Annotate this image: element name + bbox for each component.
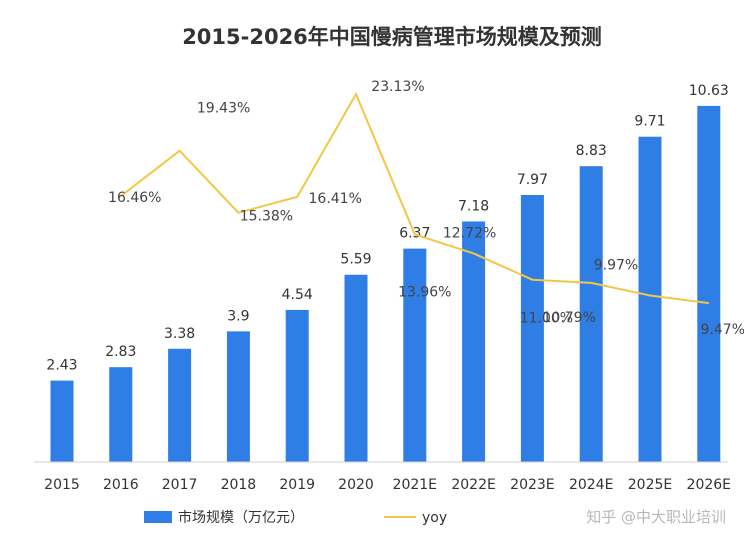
bar-value-label: 10.63 (689, 83, 729, 99)
bar-value-label: 3.38 (164, 326, 195, 342)
yoy-value-label: 12.72% (443, 225, 496, 241)
yoy-value-label: 13.96% (398, 284, 451, 300)
watermark-text: 知乎 @中大职业培训 (586, 508, 726, 526)
bar-2023E (520, 195, 544, 462)
yoy-value-label: 9.97% (594, 257, 638, 273)
legend-label-bar: 市场规模（万亿元） (178, 509, 304, 526)
bar-2016 (109, 367, 133, 462)
yoy-value-label: 23.13% (371, 79, 424, 95)
x-tick-label: 2017 (162, 477, 198, 493)
bar-value-label: 9.71 (634, 114, 665, 130)
bar-2018 (226, 331, 250, 462)
yoy-value-labels: 16.46% 19.43% 15.38% 16.41% 23.13% 13.96% 12.7… (108, 79, 744, 338)
legend-swatch-bar (144, 511, 172, 523)
bar-value-label: 8.83 (576, 143, 607, 159)
chart-title: 2015-2026年中国慢病管理市场规模及预测 (182, 25, 602, 49)
x-tick-label: 2020 (338, 477, 374, 493)
x-tick-label: 2021E (393, 477, 437, 493)
x-tick-label: 2026E (687, 477, 731, 493)
yoy-value-label: 15.38% (240, 209, 293, 225)
x-tick-label: 2019 (279, 477, 315, 493)
bar-2025E (638, 136, 662, 462)
yoy-value-label: 9.47% (701, 322, 744, 338)
yoy-value-label: 16.41% (309, 191, 362, 207)
legend: 市场规模（万亿元） yoy (144, 509, 447, 526)
bar-value-label: 7.18 (458, 198, 489, 214)
bar-value-label: 5.59 (340, 252, 371, 268)
yoy-value-label: 16.46% (108, 190, 161, 206)
bar-value-label: 7.97 (517, 172, 548, 188)
bar-2024E (579, 166, 603, 462)
x-tick-label: 2024E (569, 477, 613, 493)
x-tick-label: 2015 (44, 477, 80, 493)
yoy-line (120, 91, 709, 305)
bar-2026E (697, 105, 721, 463)
x-tick-label: 2022E (451, 477, 495, 493)
bar-value-label: 2.83 (105, 344, 136, 360)
bar-value-labels: 2.432.833.383.94.545.596.377.187.978.839… (46, 83, 728, 374)
bar-2021E (403, 248, 427, 462)
x-tick-label: 2025E (628, 477, 672, 493)
bar-value-label: 4.54 (282, 287, 313, 303)
yoy-value-label: 11.00% (520, 311, 573, 327)
bar-2019 (285, 309, 309, 462)
bar-2022E (462, 221, 486, 462)
yoy-value-label: 19.43% (197, 101, 250, 117)
x-tick-label: 2018 (221, 477, 257, 493)
bar-value-label: 3.9 (227, 308, 249, 324)
legend-label-line: yoy (422, 510, 447, 526)
bar-series (50, 105, 721, 463)
x-tick-label: 2023E (510, 477, 554, 493)
yoy-value-label: 10.79% (543, 310, 596, 326)
x-axis-ticks: 2015 2016 2017 2018 2019 2020 2021E 2022E 2023E 2… (44, 477, 731, 493)
bar-2015 (50, 380, 74, 462)
bar-value-label: 2.43 (46, 358, 77, 374)
bar-2020 (344, 274, 368, 462)
bar-2017 (168, 348, 192, 462)
x-tick-label: 2016 (103, 477, 139, 493)
